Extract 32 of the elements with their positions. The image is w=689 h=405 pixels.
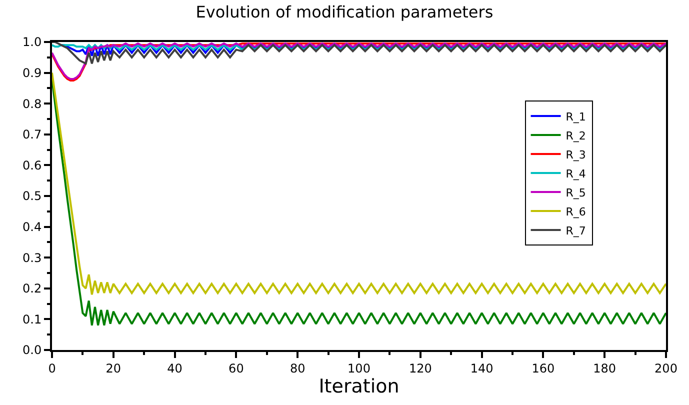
x-tick-label: 180 bbox=[593, 361, 616, 376]
x-axis-title: Iteration bbox=[318, 375, 400, 398]
y-tick-label: 0.7 bbox=[22, 128, 42, 142]
y-tick-label: 0.3 bbox=[22, 250, 42, 265]
y-tick-label: 0.9 bbox=[22, 66, 42, 80]
x-tick-label: 100 bbox=[348, 361, 370, 376]
y-tick-label: 0.0 bbox=[22, 343, 42, 358]
x-tick-label: 120 bbox=[408, 361, 432, 376]
x-tick-label: 160 bbox=[532, 361, 555, 376]
y-tick-label: 0.6 bbox=[22, 158, 42, 172]
legend-label: R_2 bbox=[566, 129, 586, 142]
legend-label: R_1 bbox=[566, 110, 586, 124]
line-series bbox=[52, 42, 666, 65]
x-tick-label: 200 bbox=[654, 361, 678, 376]
y-tick-label: 0.5 bbox=[22, 189, 42, 204]
x-tick-label: 60 bbox=[228, 361, 244, 376]
y-tick-label: 0.1 bbox=[22, 312, 42, 326]
chart-title: Evolution of modification parameters bbox=[196, 2, 494, 22]
y-tick-label: 0.2 bbox=[22, 282, 42, 296]
legend-label: R_3 bbox=[566, 148, 586, 162]
y-tick-label: 1.0 bbox=[22, 35, 42, 50]
y-tick-label: 0.8 bbox=[22, 96, 42, 111]
legend-label: R_6 bbox=[566, 205, 586, 218]
x-tick-label: 40 bbox=[167, 361, 182, 376]
y-tick-label: 0.4 bbox=[22, 220, 42, 234]
x-tick-label: 140 bbox=[470, 361, 494, 376]
legend-label: R_4 bbox=[566, 167, 586, 180]
legend-label: R_5 bbox=[566, 186, 586, 200]
x-tick-label: 20 bbox=[106, 361, 122, 376]
x-tick-label: 80 bbox=[290, 361, 306, 376]
x-tick-label: 0 bbox=[48, 361, 56, 376]
legend-label: R_7 bbox=[566, 224, 586, 238]
